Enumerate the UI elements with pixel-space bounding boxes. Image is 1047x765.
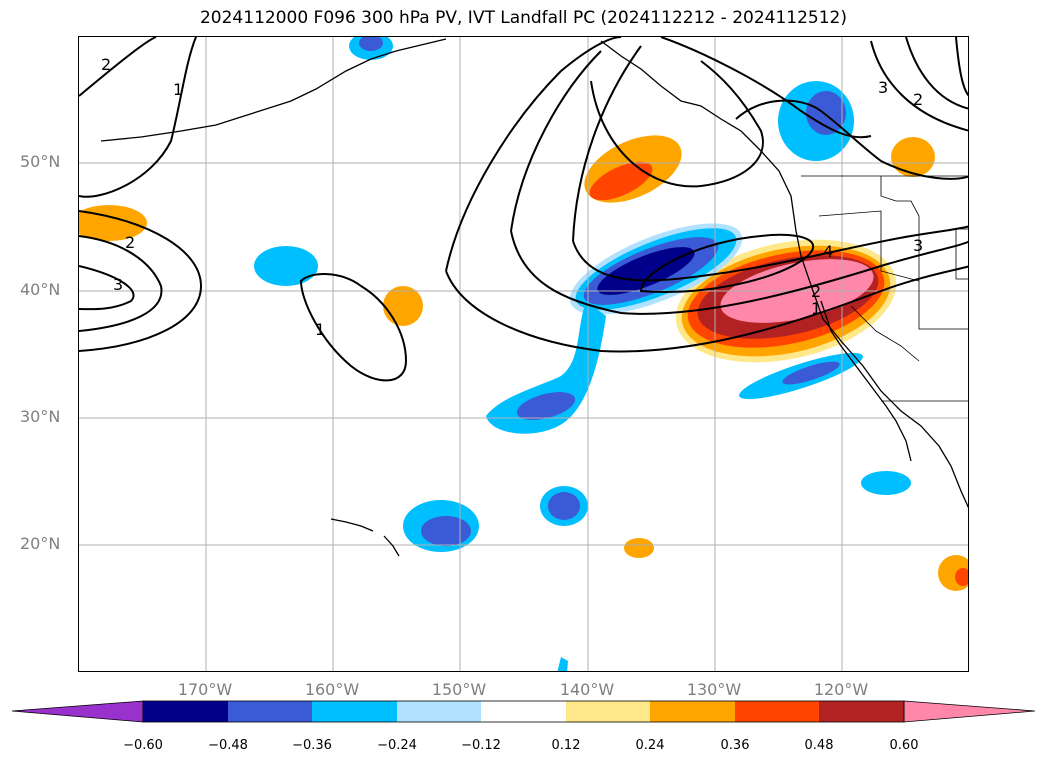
hawaii-chain: [330, 518, 374, 532]
negative-blob-w: [254, 246, 318, 286]
positive-blob-south: [624, 538, 654, 558]
colorbar-tick-label: −0.60: [123, 738, 163, 753]
contour-3-w: [79, 265, 135, 311]
contour-4-south: [639, 233, 815, 293]
contour-label: 1: [173, 80, 183, 99]
contour-2-ridge: [510, 50, 602, 232]
lat-label-30n: 30°N: [20, 407, 61, 426]
contour-label: 1: [315, 320, 325, 339]
lat-label-50n: 50°N: [20, 152, 61, 171]
contour-label-group: 1 1 1 2 2 2 2 3 3 3 4: [101, 55, 923, 339]
contour-label: 3: [878, 78, 888, 97]
negative-blob-baja-core: [782, 361, 840, 385]
contour-ne-1: [955, 37, 968, 97]
colorbar: [11, 700, 1036, 723]
colorbar-bin: [228, 701, 312, 722]
positive-blob-center: [383, 286, 423, 326]
colorbar-tick-label: −0.12: [461, 738, 501, 753]
negative-blob-south: [557, 657, 568, 671]
colorbar-bin: [566, 701, 650, 722]
colorbar-bin: [819, 701, 904, 722]
negative-tail: [486, 301, 606, 434]
negative-blob-mid-core: [548, 492, 580, 520]
lon-label-170w: 170°W: [177, 680, 233, 699]
map-canvas: 1 1 1 2 2 2 2 3 3 3 4: [79, 37, 968, 671]
coastlines: [100, 38, 968, 557]
colorbar-bin: [735, 701, 819, 722]
contour-north-2: [735, 99, 968, 180]
baja-coast: [820, 300, 912, 462]
shaded-anomalies: [79, 37, 968, 671]
state-border-1: [880, 176, 968, 330]
negative-blob-alaska-core: [359, 37, 383, 51]
lon-label-120w: 120°W: [813, 680, 869, 699]
positive-blob-ne: [891, 137, 935, 177]
colorbar-bin: [481, 701, 566, 722]
colorbar-outline: [142, 700, 905, 723]
contour-label: 2: [811, 282, 821, 301]
map-panel: 1 1 1 2 2 2 2 3 3 3 4: [78, 36, 969, 672]
state-border-3: [850, 305, 920, 362]
contour-label: 3: [913, 236, 923, 255]
lat-label-20n: 20°N: [20, 534, 61, 553]
colorbar-bin: [143, 701, 228, 722]
colorbar-tick-label: 0.60: [889, 738, 919, 753]
negative-blob-hawaii-core: [421, 516, 471, 546]
negative-blob-north-core: [806, 91, 846, 135]
positive-blob-se-core: [955, 568, 968, 586]
colorbar-tick-label: 0.36: [720, 738, 750, 753]
contour-ne-3: [870, 40, 968, 132]
north-america-coast: [600, 40, 968, 509]
negative-tail-core: [516, 392, 576, 420]
colorbar-tick-label: 0.48: [804, 738, 834, 753]
lon-label-130w: 130°W: [686, 680, 742, 699]
negative-anomaly-0.48: [597, 247, 695, 295]
contour-ne-2: [905, 37, 968, 110]
contour-1-ridge: [445, 37, 622, 272]
lon-label-150w: 150°W: [431, 680, 487, 699]
colorbar-bin: [397, 701, 481, 722]
contour-3-ridge: [572, 45, 642, 242]
contour-label: 2: [125, 233, 135, 252]
positive-blob-north-core: [589, 161, 653, 201]
contour-2-nw: [79, 37, 157, 97]
contour-label: 1: [811, 299, 821, 318]
lon-label-160w: 160°W: [304, 680, 360, 699]
contour-1-nw: [79, 37, 197, 198]
contour-3-south: [572, 225, 968, 282]
borders: [801, 175, 968, 402]
contour-2-w: [79, 235, 163, 332]
aleutian-coast: [100, 38, 447, 142]
negative-blob-mexico: [861, 471, 911, 495]
colorbar-extend-high: [903, 700, 1036, 723]
positive-blob-west: [79, 205, 147, 241]
contour-label: 2: [913, 90, 923, 109]
state-border-4: [955, 228, 968, 280]
contour-trough-north: [590, 60, 764, 188]
pv-contours: [79, 37, 968, 382]
colorbar-tick-label: −0.24: [377, 738, 417, 753]
contour-label: 4: [823, 242, 833, 261]
hawaii-big-island: [383, 535, 400, 557]
contour-label: 2: [101, 55, 111, 74]
colorbar-bin: [312, 701, 397, 722]
contour-1-south: [445, 265, 968, 353]
map-title: 2024112000 F096 300 hPa PV, IVT Landfall…: [199, 8, 847, 28]
colorbar-extend-low: [11, 700, 144, 723]
colorbar-tick-label: −0.36: [292, 738, 332, 753]
lon-label-140w: 140°W: [559, 680, 615, 699]
gridlines: [79, 37, 968, 671]
lat-label-40n: 40°N: [20, 280, 61, 299]
contour-2-south: [510, 230, 968, 315]
contour-north-1: [660, 37, 872, 139]
contour-1-center: [299, 273, 408, 382]
colorbar-tick-label: −0.48: [208, 738, 248, 753]
colorbar-tick-label: 0.12: [551, 738, 581, 753]
colorbar-bin: [650, 701, 735, 722]
contour-label: 3: [113, 275, 123, 294]
colorbar-tick-label: 0.24: [635, 738, 665, 753]
contour-1-w: [79, 210, 203, 352]
